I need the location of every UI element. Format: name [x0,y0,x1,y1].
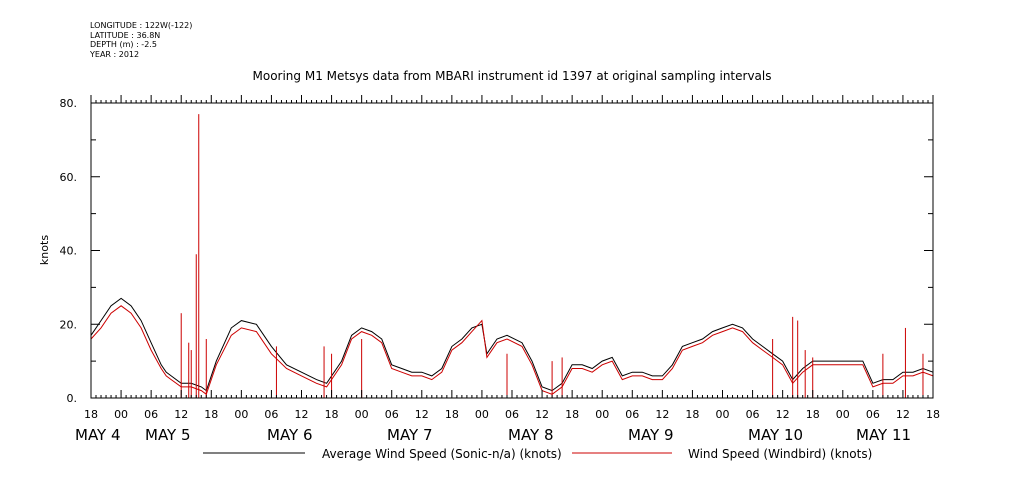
plot-frame [90,102,934,399]
x-tick-label: 12 [415,408,429,421]
x-tick-label: 00 [595,408,609,421]
x-tick-label: 18 [685,408,699,421]
series-line-windbird [90,305,934,396]
legend-label-windbird: Wind Speed (Windbird) (knots) [688,447,872,461]
x-tick-label: 12 [655,408,669,421]
x-tick-label: 00 [114,408,128,421]
series-line-sonic [90,297,934,392]
x-tick-label: 06 [505,408,519,421]
metadata-block: LONGITUDE : 122W(-122) LATITUDE : 36.8N … [90,21,192,59]
x-tick-label: 06 [385,408,399,421]
year-label: YEAR : 2012 [90,49,140,59]
x-tick-label: 06 [144,408,158,421]
y-axis-label: knots [38,235,51,265]
x-tick-label: 12 [896,408,910,421]
x-tick-label: 12 [535,408,549,421]
y-tick-label: 40. [60,245,78,258]
x-tick-label: 18 [204,408,218,421]
x-tick-label: 18 [84,408,98,421]
y-tick-label: 60. [60,171,78,184]
x-tick-label: 06 [866,408,880,421]
x-tick-label: 06 [264,408,278,421]
x-date-label: MAY 8 [508,426,554,444]
y-tick-label: 0. [67,392,78,405]
latitude-label: LATITUDE : 36.8N [90,30,161,40]
y-tick-label: 80. [60,97,78,110]
x-date-label: MAY 9 [628,426,674,444]
x-tick-label: 18 [325,408,339,421]
x-date-label: MAY 10 [748,426,803,444]
x-tick-label: 00 [836,408,850,421]
x-tick-label: 00 [475,408,489,421]
longitude-label: LONGITUDE : 122W(-122) [90,21,193,30]
x-tick-label: 18 [926,408,940,421]
y-tick-label: 20. [60,318,78,331]
x-tick-label: 06 [625,408,639,421]
axes: 0. 20. 40. 60. 80. 18 00 06 12 18 00 06 12 18 00 06 12 18… [60,95,940,444]
legend: Average Wind Speed (Sonic-n/a) (knots) W… [203,447,872,461]
depth-label: DEPTH (m) : -2.5 [90,40,157,49]
x-tick-label: 12 [776,408,790,421]
x-tick-label: 18 [565,408,579,421]
x-date-label: MAY 5 [145,426,191,444]
plot-area [90,114,934,398]
x-date-label: MAY 4 [75,426,121,444]
x-tick-label: 12 [295,408,309,421]
x-tick-label: 06 [746,408,760,421]
legend-label-sonic: Average Wind Speed (Sonic-n/a) (knots) [322,447,562,461]
x-date-label: MAY 11 [856,426,911,444]
x-date-label: MAY 6 [267,426,313,444]
x-tick-label: 00 [716,408,730,421]
x-tick-label: 00 [234,408,248,421]
x-date-label: MAY 7 [387,426,433,444]
x-tick-label: 18 [806,408,820,421]
chart-title: Mooring M1 Metsys data from MBARI instru… [253,69,772,83]
x-tick-label: 12 [174,408,188,421]
x-tick-label: 00 [355,408,369,421]
x-tick-label: 18 [445,408,459,421]
